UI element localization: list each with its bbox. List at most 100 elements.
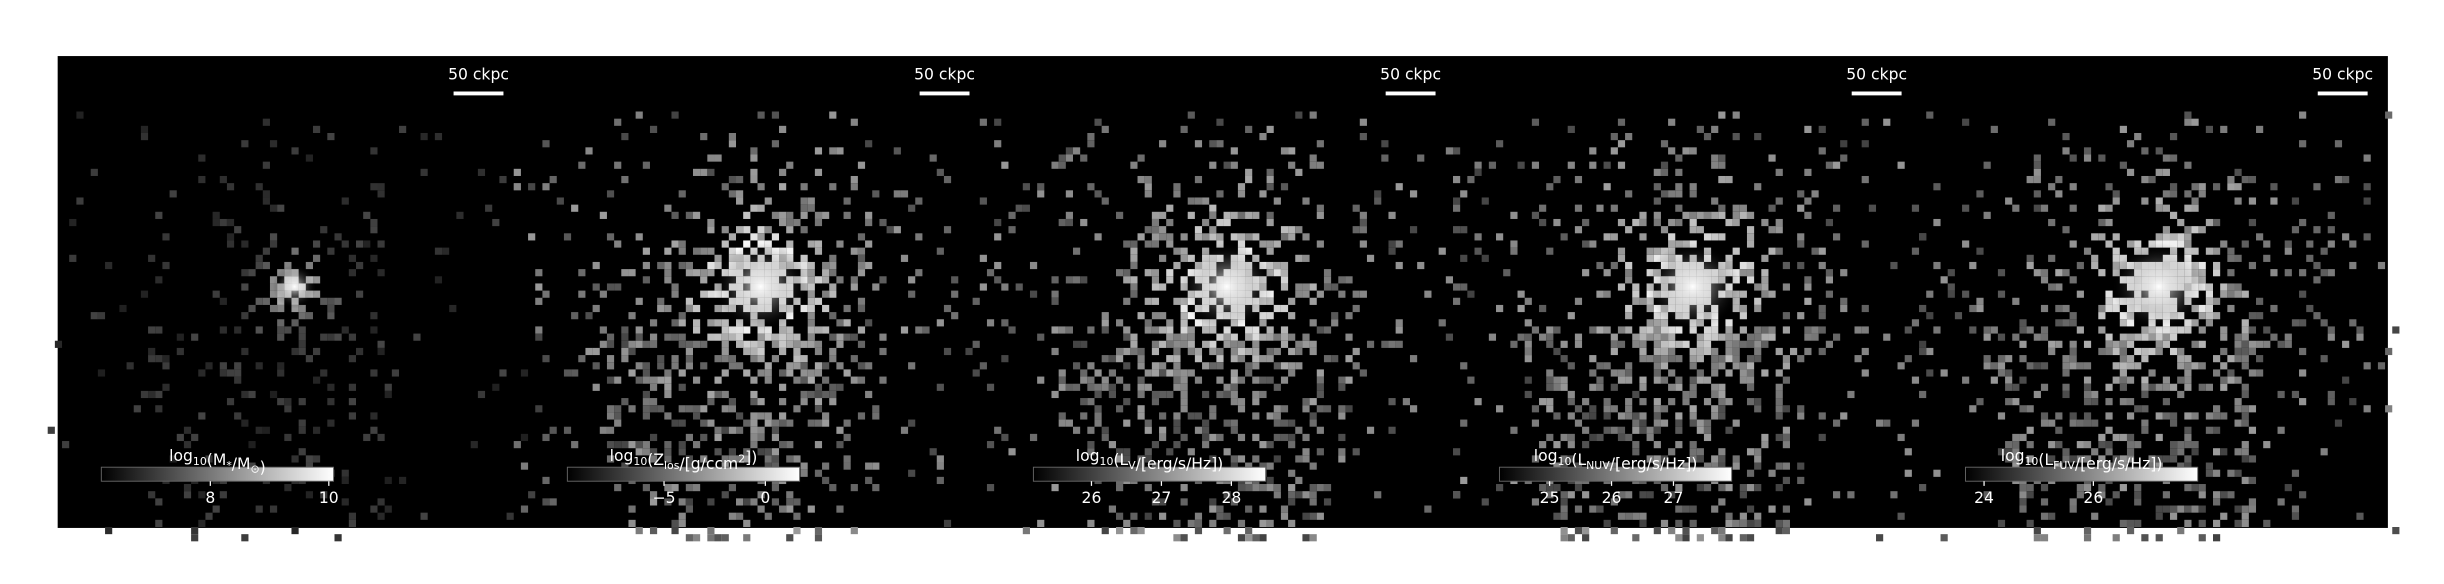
pixel: [1266, 183, 1274, 191]
pixel: [2005, 376, 2013, 384]
pixel: [1187, 519, 1195, 528]
pixel: [2327, 226, 2335, 234]
pixel: [2148, 455, 2156, 463]
pixel: [721, 183, 729, 191]
pixel: [972, 297, 980, 305]
pixel: [1510, 247, 1518, 255]
pixel: [822, 390, 830, 399]
pixel: [1818, 304, 1826, 313]
pixel: [1732, 204, 1740, 212]
pixel: [269, 276, 278, 284]
pixel: [1610, 233, 1618, 241]
pixel: [1840, 154, 1848, 162]
pixel: [1051, 297, 1059, 305]
pixel: [829, 283, 837, 291]
pixel: [1245, 168, 1253, 176]
pixel: [1711, 347, 1719, 356]
pixel: [219, 218, 227, 227]
pixel: [1316, 204, 1324, 212]
pixel: [1352, 347, 1360, 356]
pixel: [1617, 283, 1626, 291]
pixel: [348, 512, 357, 520]
pixel: [1496, 304, 1504, 313]
pixel: [1051, 484, 1059, 492]
pixel: [277, 362, 285, 370]
pixel: [671, 484, 679, 492]
pixel: [1775, 398, 1783, 406]
pixel: [764, 376, 772, 384]
pixel: [2091, 390, 2099, 399]
pixel: [1531, 326, 1540, 334]
pixel: [1460, 476, 1468, 485]
pixel: [1639, 519, 1647, 528]
pixel: [1245, 347, 1253, 356]
pixel: [649, 527, 658, 535]
pixel: [1266, 412, 1274, 420]
pixel: [1567, 312, 1575, 320]
pixel: [1617, 376, 1626, 384]
pixel: [2363, 197, 2371, 205]
pixel: [1352, 290, 1360, 298]
pixel: [2098, 218, 2106, 227]
pixel: [2213, 469, 2221, 477]
pixel: [2213, 448, 2221, 456]
pixel: [2213, 297, 2221, 305]
pixel: [936, 383, 944, 391]
core-glow: [1645, 242, 1740, 331]
pixel: [2155, 168, 2163, 176]
pixel: [1101, 197, 1109, 205]
pixel: [1467, 290, 1475, 298]
pixel: [1546, 484, 1554, 492]
pixel: [1553, 512, 1561, 520]
pixel: [743, 455, 751, 463]
pixel: [1782, 441, 1790, 449]
pixel: [664, 304, 672, 313]
pixel: [1732, 218, 1740, 227]
pixel: [1625, 190, 1633, 198]
pixel: [822, 326, 830, 334]
pixel: [2184, 233, 2192, 241]
pixel: [779, 419, 787, 427]
pixel: [671, 319, 679, 327]
pixel: [1194, 376, 1203, 384]
pixel: [1668, 340, 1676, 348]
pixel: [2134, 484, 2142, 492]
pixel: [1904, 448, 1912, 456]
pixel: [2083, 398, 2092, 406]
pixel: [2320, 269, 2328, 277]
pixel: [1460, 226, 1468, 234]
pixel: [1087, 519, 1095, 528]
label-part: (L: [1113, 451, 1128, 469]
pixel: [915, 269, 923, 277]
pixel: [1209, 211, 1217, 219]
pixel: [814, 240, 823, 248]
pixel: [1746, 333, 1755, 341]
pixel: [1216, 333, 1224, 341]
pixel: [1108, 390, 1117, 399]
pixel: [2248, 340, 2257, 348]
pixel: [1159, 433, 1167, 442]
pixel: [908, 419, 916, 427]
pixel: [105, 527, 113, 535]
pixel: [1833, 491, 1841, 499]
pixel: [492, 383, 500, 391]
pixel: [2270, 197, 2278, 205]
pixel: [592, 261, 600, 270]
pixel: [1266, 376, 1274, 384]
pixel: [1144, 226, 1152, 234]
pixel: [1524, 355, 1532, 363]
pixel: [678, 498, 686, 506]
pixel: [743, 498, 751, 506]
pixel: [1094, 190, 1102, 198]
pixel: [908, 276, 916, 284]
pixel: [513, 168, 521, 176]
pixel: [1237, 355, 1246, 363]
pixel: [1632, 412, 1640, 420]
pixel: [1202, 426, 1210, 434]
pixel: [2162, 340, 2170, 348]
pixel: [1194, 512, 1203, 520]
pixel: [2048, 118, 2056, 126]
pixel: [900, 254, 909, 262]
pixel: [1137, 390, 1145, 399]
pixel: [1610, 462, 1618, 470]
